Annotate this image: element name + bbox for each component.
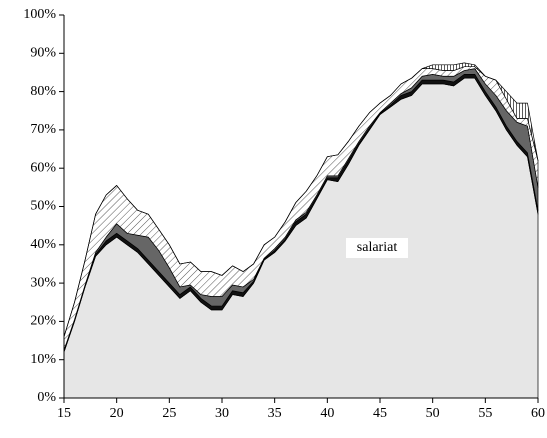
x-tick-label: 20	[110, 406, 124, 421]
x-tick-label: 55	[478, 406, 492, 421]
x-tick-label: 15	[57, 406, 71, 421]
x-tick-label: 35	[268, 406, 282, 421]
x-tick-label: 45	[373, 406, 387, 421]
y-tick-label: 90%	[30, 46, 56, 61]
x-tick-label: 40	[320, 406, 334, 421]
series-label: salariat	[357, 240, 398, 255]
x-tick-label: 50	[426, 406, 440, 421]
y-tick-label: 30%	[30, 275, 56, 290]
y-tick-label: 20%	[30, 314, 56, 329]
y-tick-label: 50%	[30, 199, 56, 214]
x-tick-label: 60	[531, 406, 545, 421]
y-tick-label: 0%	[37, 390, 56, 405]
x-tick-label: 25	[162, 406, 176, 421]
area-layer	[63, 62, 539, 338]
series-label-box	[346, 238, 408, 258]
y-tick-label: 10%	[30, 352, 56, 367]
y-tick-label: 70%	[30, 122, 56, 137]
y-tick-label: 40%	[30, 237, 56, 252]
y-tick-label: 100%	[23, 7, 56, 22]
x-tick-label: 30	[215, 406, 229, 421]
y-tick-label: 60%	[30, 160, 56, 175]
y-tick-label: 80%	[30, 84, 56, 99]
